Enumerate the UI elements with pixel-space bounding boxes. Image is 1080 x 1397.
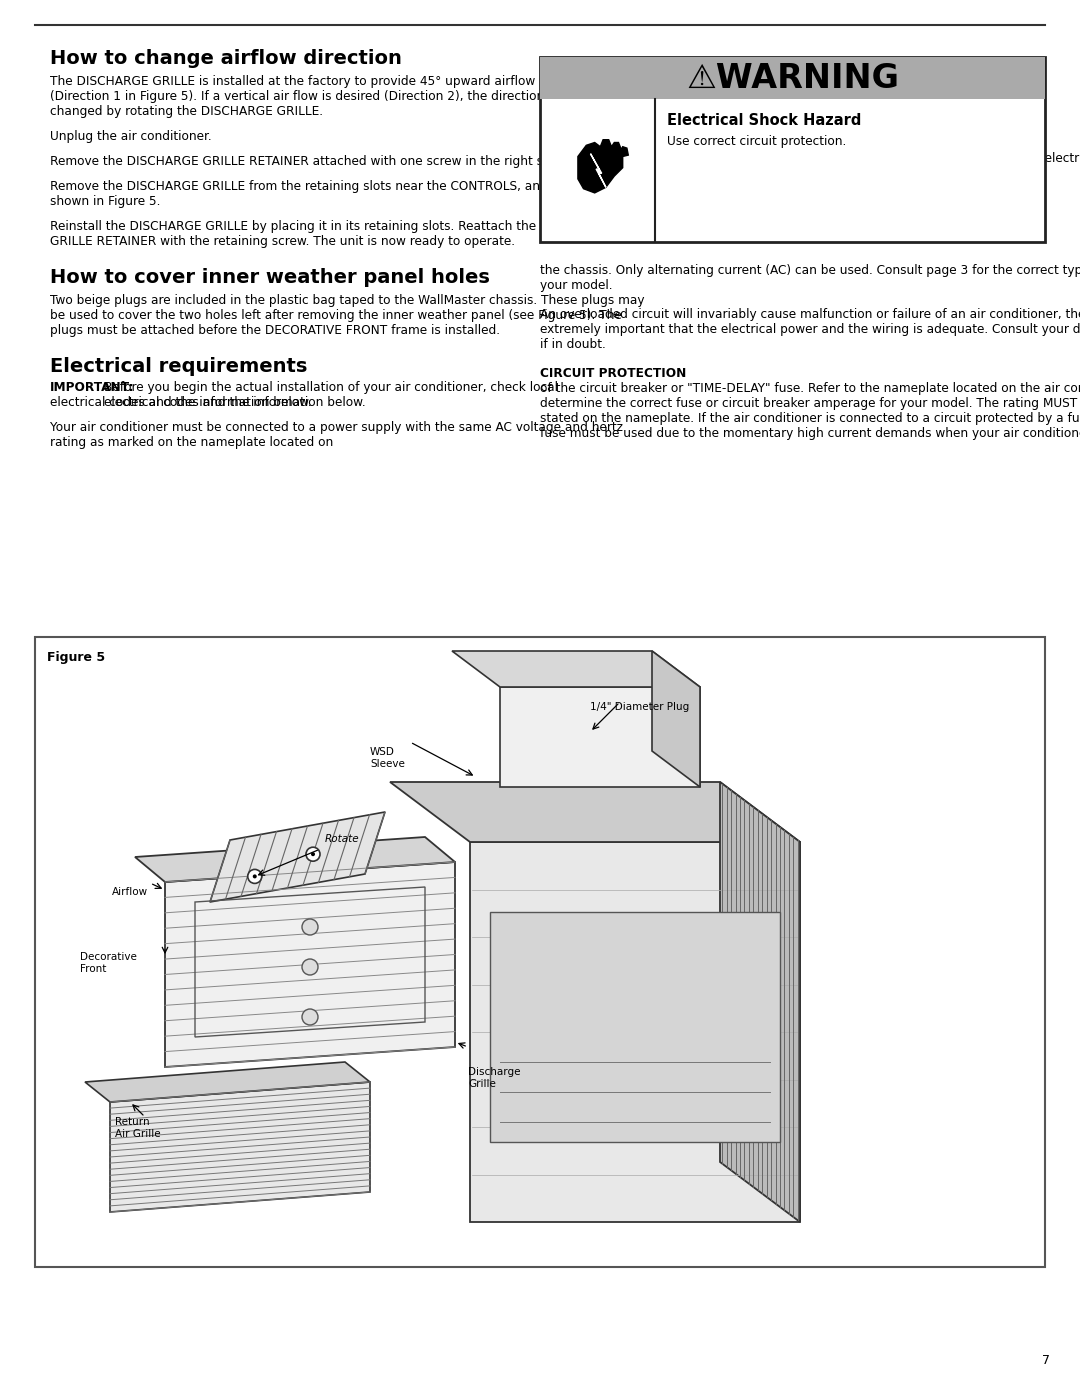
Text: Return
Air Grille: Return Air Grille (114, 1118, 161, 1139)
Text: Use correct circuit protection.: Use correct circuit protection. (667, 136, 847, 148)
Polygon shape (110, 1083, 370, 1213)
Polygon shape (720, 782, 800, 1222)
Polygon shape (470, 842, 800, 1222)
Polygon shape (85, 1062, 370, 1102)
Text: Remove the DISCHARGE GRILLE from the retaining slots near the CONTROLS, and rota: Remove the DISCHARGE GRILLE from the ret… (50, 180, 664, 193)
Text: of the circuit breaker or "TIME-DELAY" fuse. Refer to the nameplate located on t: of the circuit breaker or "TIME-DELAY" f… (540, 381, 1080, 395)
Circle shape (302, 958, 318, 975)
Text: Two beige plugs are included in the plastic bag taped to the WallMaster chassis.: Two beige plugs are included in the plas… (50, 293, 645, 307)
Bar (490, 912, 780, 1141)
Polygon shape (500, 687, 700, 787)
Polygon shape (591, 154, 606, 187)
Text: electrical codes and the information below.: electrical codes and the information bel… (104, 395, 365, 409)
Circle shape (302, 1009, 318, 1025)
Text: rating as marked on the nameplate located on: rating as marked on the nameplate locate… (50, 436, 334, 448)
Text: shock.: shock. (667, 168, 706, 180)
Text: your model.: your model. (540, 279, 612, 292)
Text: Before you begin the actual installation of your air conditioner, check local: Before you begin the actual installation… (104, 381, 558, 394)
Polygon shape (652, 651, 700, 787)
Text: determine the correct fuse or circuit breaker amperage for your model. The ratin: determine the correct fuse or circuit br… (540, 397, 1080, 409)
Text: WSD
Sleeve: WSD Sleeve (370, 747, 405, 768)
Text: changed by rotating the DISCHARGE GRILLE.: changed by rotating the DISCHARGE GRILLE… (50, 105, 323, 117)
Circle shape (306, 847, 320, 861)
Polygon shape (453, 651, 700, 687)
Polygon shape (390, 782, 800, 842)
Text: Airflow: Airflow (112, 887, 148, 897)
Text: Failure to follow these instructions can result in death, fire, or electrical: Failure to follow these instructions can… (667, 152, 1080, 165)
Text: electrical codes and the information below.: electrical codes and the information bel… (50, 395, 312, 409)
Text: Discharge
Grille: Discharge Grille (468, 1067, 521, 1088)
Text: Rotate: Rotate (325, 834, 360, 844)
Text: Reinstall the DISCHARGE GRILLE by placing it in its retaining slots. Reattach th: Reinstall the DISCHARGE GRILLE by placin… (50, 219, 612, 233)
Circle shape (311, 852, 315, 856)
Text: plugs must be attached before the DECORATIVE FRONT frame is installed.: plugs must be attached before the DECORA… (50, 324, 500, 337)
Text: How to cover inner weather panel holes: How to cover inner weather panel holes (50, 268, 490, 286)
Text: Decorative
Front: Decorative Front (80, 951, 137, 974)
Polygon shape (135, 837, 455, 882)
Text: shown in Figure 5.: shown in Figure 5. (50, 196, 160, 208)
Text: stated on the nameplate. If the air conditioner is connected to a circuit protec: stated on the nameplate. If the air cond… (540, 412, 1080, 425)
Text: Figure 5: Figure 5 (48, 651, 105, 664)
Text: IMPORTANT:: IMPORTANT: (50, 381, 135, 394)
Text: (Direction 1 in Figure 5). If a vertical air flow is desired (Direction 2), the : (Direction 1 in Figure 5). If a vertical… (50, 89, 589, 103)
Bar (540, 57, 1045, 99)
Text: GRILLE RETAINER with the retaining screw. The unit is now ready to operate.: GRILLE RETAINER with the retaining screw… (50, 235, 515, 249)
Polygon shape (210, 812, 384, 902)
Text: Electrical requirements: Electrical requirements (50, 358, 308, 376)
Circle shape (253, 875, 257, 879)
Bar (540, 57, 1045, 242)
Text: fuse must be used due to the momentary high current demands when your air condit: fuse must be used due to the momentary h… (540, 427, 1080, 440)
Polygon shape (165, 862, 455, 1067)
Text: Remove the DISCHARGE GRILLE RETAINER attached with one screw in the right side o: Remove the DISCHARGE GRILLE RETAINER att… (50, 155, 638, 168)
Text: An overloaded circuit will invariably cause malfunction or failure of an air con: An overloaded circuit will invariably ca… (540, 307, 1080, 321)
Text: be used to cover the two holes left after removing the inner weather panel (see : be used to cover the two holes left afte… (50, 309, 622, 321)
Circle shape (302, 919, 318, 935)
Text: Unplug the air conditioner.: Unplug the air conditioner. (50, 130, 212, 142)
Bar (35, 637, 1045, 1267)
Text: if in doubt.: if in doubt. (540, 338, 606, 351)
Text: Electrical Shock Hazard: Electrical Shock Hazard (667, 113, 862, 129)
Text: Your air conditioner must be connected to a power supply with the same AC voltag: Your air conditioner must be connected t… (50, 420, 623, 434)
Text: 7: 7 (1042, 1354, 1050, 1368)
Circle shape (247, 869, 261, 883)
Text: the chassis. Only alternating current (AC) can be used. Consult page 3 for the c: the chassis. Only alternating current (A… (540, 264, 1080, 277)
Text: CIRCUIT PROTECTION: CIRCUIT PROTECTION (540, 367, 687, 380)
Text: 1/4" Diameter Plug: 1/4" Diameter Plug (590, 703, 689, 712)
Text: The DISCHARGE GRILLE is installed at the factory to provide 45° upward airflow i: The DISCHARGE GRILLE is installed at the… (50, 75, 625, 88)
Polygon shape (578, 140, 629, 193)
Text: ⚠WARNING: ⚠WARNING (686, 61, 899, 95)
Text: extremely important that the electrical power and the wiring is adequate. Consul: extremely important that the electrical … (540, 323, 1080, 337)
Text: How to change airflow direction: How to change airflow direction (50, 49, 402, 68)
